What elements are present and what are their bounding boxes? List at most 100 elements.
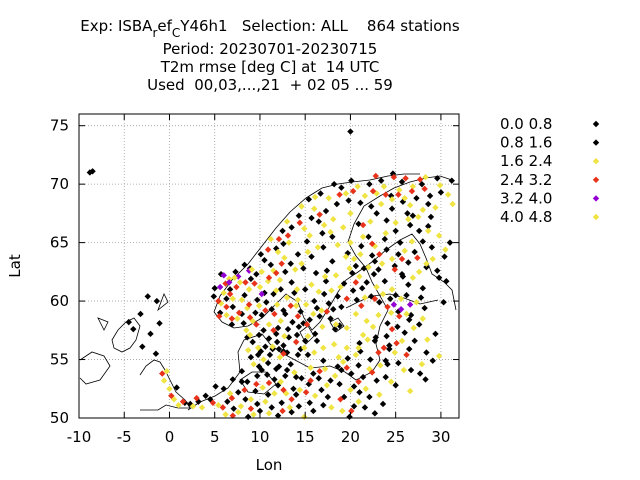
data-point — [273, 287, 280, 294]
data-point — [350, 383, 358, 390]
data-point — [393, 339, 400, 347]
data-point — [358, 302, 365, 309]
data-point — [267, 261, 275, 269]
data-point — [347, 386, 354, 394]
data-point — [398, 178, 406, 186]
data-point — [246, 331, 254, 339]
data-point — [258, 268, 265, 276]
data-point — [310, 310, 317, 318]
data-point — [423, 263, 430, 271]
data-point — [407, 311, 415, 319]
data-point — [359, 373, 367, 381]
data-point — [331, 325, 339, 333]
data-point — [311, 392, 319, 399]
title-line-3: T2m rmse [deg C] at 14 UTC — [160, 58, 380, 76]
data-point — [363, 317, 370, 325]
chart-title: Exp: ISBArefCY46h1 Selection: ALL 864 st… — [0, 17, 540, 94]
data-point — [241, 292, 248, 299]
data-point — [247, 354, 255, 361]
data-point — [229, 412, 237, 419]
x-tick-label: 5 — [210, 428, 220, 446]
data-point — [274, 324, 282, 332]
data-point — [235, 408, 242, 416]
data-point — [332, 321, 340, 328]
data-point — [406, 387, 414, 395]
data-point — [401, 329, 408, 336]
data-point — [320, 244, 327, 251]
data-point — [320, 290, 328, 298]
data-point — [371, 242, 379, 250]
data-point — [310, 407, 317, 415]
data-point — [355, 362, 362, 369]
data-point — [238, 296, 246, 304]
data-point — [263, 371, 271, 378]
data-point — [346, 265, 353, 272]
legend-marker — [592, 120, 600, 128]
data-point — [295, 403, 303, 410]
data-point — [328, 287, 335, 294]
data-point — [315, 288, 322, 295]
data-point — [277, 317, 284, 325]
data-point — [364, 336, 371, 343]
data-point — [306, 232, 313, 239]
data-point — [286, 404, 294, 411]
data-point — [368, 252, 376, 259]
data-point — [411, 337, 418, 345]
data-point — [343, 364, 351, 371]
data-point — [405, 259, 412, 266]
data-point — [274, 248, 282, 256]
data-point — [375, 311, 382, 319]
data-point — [278, 260, 285, 267]
data-point — [254, 372, 261, 380]
data-point — [152, 350, 160, 357]
data-point — [243, 327, 250, 334]
data-point — [380, 183, 388, 190]
data-point — [361, 294, 369, 301]
data-point — [441, 253, 448, 260]
data-point — [254, 400, 261, 408]
data-point — [137, 310, 144, 318]
data-point — [342, 253, 350, 260]
data-point — [405, 216, 412, 223]
data-point — [330, 341, 338, 348]
data-point — [334, 363, 341, 370]
data-point — [222, 411, 229, 418]
data-point — [416, 176, 424, 183]
data-point — [189, 403, 197, 410]
data-point — [255, 302, 263, 309]
data-point — [316, 211, 323, 218]
data-point — [323, 267, 331, 274]
data-point — [293, 286, 301, 293]
data-point — [278, 399, 285, 406]
data-point — [336, 191, 343, 198]
data-point — [419, 315, 427, 322]
data-point — [401, 194, 408, 202]
data-point — [421, 185, 428, 193]
data-point — [245, 286, 253, 293]
data-point — [390, 301, 398, 308]
title-line-1-part-b: ef — [157, 17, 172, 35]
data-point — [424, 336, 431, 343]
data-point — [384, 320, 391, 327]
data-point — [357, 251, 364, 258]
data-point — [283, 366, 291, 374]
data-point — [318, 307, 325, 314]
data-point — [388, 255, 396, 263]
data-point — [334, 241, 341, 249]
data-point — [400, 366, 408, 374]
data-point — [426, 192, 434, 200]
data-point — [405, 281, 412, 288]
data-point — [282, 310, 289, 318]
data-point — [225, 279, 233, 286]
y-tick-label: 65 — [50, 234, 69, 252]
data-point — [371, 295, 379, 302]
data-point — [254, 296, 261, 304]
data-point — [291, 369, 298, 376]
data-point — [297, 308, 304, 315]
data-point — [244, 378, 251, 385]
data-point — [381, 278, 389, 285]
legend-entry-label: 4.0 4.8 — [500, 208, 552, 226]
data-point — [303, 238, 311, 245]
data-point — [352, 310, 360, 318]
data-point — [362, 385, 370, 392]
